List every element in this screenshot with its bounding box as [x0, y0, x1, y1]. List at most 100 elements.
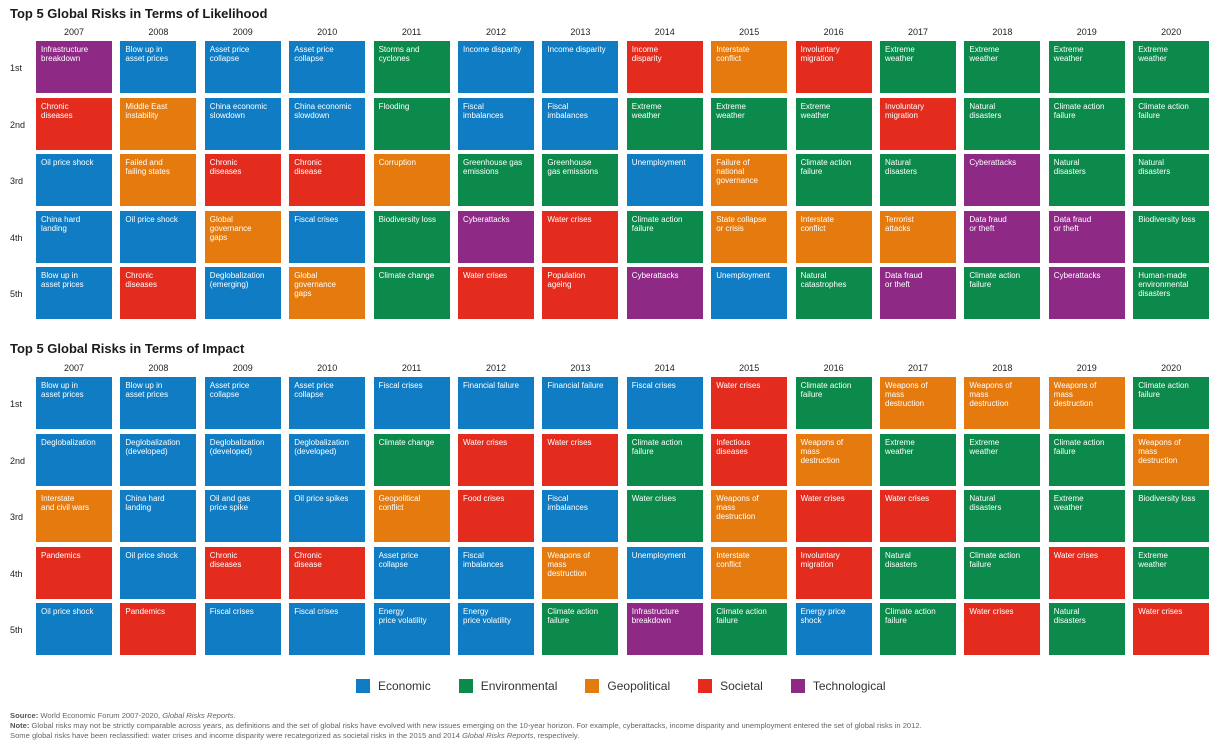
- risk-cell: Chronic diseases: [36, 97, 112, 150]
- risk-cell: Fiscal crises: [204, 603, 281, 655]
- risk-cell: China economic slowdown: [289, 97, 366, 150]
- risk-cell: Blow up in asset prices: [120, 377, 197, 429]
- risk-cell: Extreme weather: [1133, 546, 1210, 599]
- legend-item: Economic: [356, 679, 431, 693]
- risk-cell: Geopolitical conflict: [373, 490, 450, 542]
- risk-cell: Infrastructure breakdown: [626, 603, 703, 655]
- risk-cell: Unemployment: [626, 154, 703, 206]
- risk-cell: Water crises: [711, 377, 788, 429]
- legend: Economic Environmental Geopolitical Societa…: [356, 679, 914, 693]
- year-label: 2011: [401, 27, 422, 37]
- risk-cell: Extreme weather: [964, 41, 1041, 93]
- year-label: 2007: [63, 27, 85, 37]
- year-label: 2009: [232, 27, 253, 37]
- rank-label: 1st: [10, 399, 23, 409]
- risk-cell: Fiscal crises: [289, 210, 366, 263]
- year-label: 2020: [1161, 27, 1182, 37]
- source-line: Source: World Economic Forum 2007-2020, …: [10, 711, 236, 720]
- risk-cell: Pandemics: [120, 603, 197, 655]
- year-label: 2008: [148, 27, 169, 37]
- risk-cell: Climate action failure: [1133, 377, 1210, 429]
- line3-text: Some global risks have been reclassified…: [10, 731, 463, 740]
- year-label: 2018: [992, 27, 1013, 37]
- risk-cell: Failed and failing states: [120, 154, 197, 206]
- risk-cell: Water crises: [880, 490, 956, 542]
- note-line: Note: Global risks may not be strictly c…: [10, 721, 922, 730]
- risk-cell: Water crises: [458, 267, 534, 319]
- year-label: 2017: [907, 363, 929, 373]
- risk-cell: Chronic diseases: [204, 154, 281, 206]
- risk-cell: Energy price volatility: [458, 603, 534, 655]
- line3-italic: Global Risks Reports: [462, 731, 534, 740]
- risk-cell: Extreme weather: [1048, 41, 1125, 93]
- risk-cell: Climate action failure: [1048, 97, 1125, 150]
- legend-item: Technological: [790, 679, 886, 693]
- risk-cell: Cyberattacks: [458, 210, 534, 263]
- risk-cell: State collapse or crisis: [711, 210, 788, 263]
- year-label: 2019: [1076, 27, 1097, 37]
- risk-cell: Data fraud or theft: [964, 210, 1041, 263]
- year-label: 2007: [63, 363, 85, 373]
- legend-label: Economic: [378, 679, 431, 693]
- risk-cell: Weapons of mass destruction: [964, 377, 1041, 429]
- risk-cell: Natural disasters: [1048, 603, 1125, 655]
- note-text: Global risks may not be strictly compara…: [29, 721, 922, 730]
- risk-cell: Biodiversity loss: [1133, 210, 1210, 263]
- risk-cell: Unemployment: [626, 546, 703, 599]
- year-label: 2014: [654, 27, 675, 37]
- risk-cell: Climate action failure: [626, 433, 703, 486]
- risk-cell: China hard landing: [120, 490, 197, 542]
- rank-label: 2nd: [10, 119, 26, 130]
- risk-cell: Chronic diseases: [120, 267, 197, 319]
- source-end: .: [233, 711, 236, 720]
- risk-cell: Energy price shock: [795, 603, 872, 655]
- legend-item: Societal: [698, 679, 763, 693]
- risk-cell: Climate action failure: [964, 267, 1041, 319]
- risk-cell: Natural disasters: [880, 154, 956, 206]
- risk-cell: Pandemics: [36, 546, 112, 599]
- risk-cell: Natural catastrophes: [795, 267, 872, 319]
- risk-cell: Food crises: [458, 490, 534, 542]
- year-label: 2016: [823, 27, 844, 37]
- risk-cell: Data fraud or theft: [1048, 210, 1125, 263]
- risk-cell: Fiscal imbalances: [458, 97, 534, 150]
- risk-cell: Deglobalization (developed): [120, 433, 197, 486]
- rank-label: 3rd: [10, 176, 24, 186]
- risk-cell: Fiscal crises: [373, 377, 450, 429]
- risk-cell: Asset price collapse: [289, 377, 366, 429]
- risk-cell: Flooding: [373, 97, 450, 150]
- risk-cell: Blow up in asset prices: [120, 41, 197, 93]
- legend-swatch: [356, 679, 370, 693]
- risk-cell: Natural disasters: [1133, 154, 1210, 206]
- risk-cell: Corruption: [373, 154, 450, 206]
- risk-cell: Greenhouse gas emissions: [458, 154, 534, 206]
- year-label: 2009: [232, 363, 253, 373]
- risk-cell: Climate action failure: [795, 154, 872, 206]
- legend-swatch: [458, 679, 473, 693]
- risk-cell: Climate change: [373, 433, 450, 486]
- legend-item: Environmental: [458, 679, 557, 693]
- section-title: Top 5 Global Risks in Terms of Likelihoo…: [10, 6, 268, 21]
- risk-cell: Involuntary migration: [880, 97, 956, 150]
- legend-swatch: [698, 679, 713, 693]
- year-label: 2010: [317, 363, 338, 373]
- risk-cell: Natural disasters: [1048, 154, 1125, 206]
- risk-cell: Weapons of mass destruction: [1048, 377, 1125, 429]
- risk-cell: Interstate and civil wars: [36, 490, 112, 542]
- year-label: 2018: [992, 363, 1013, 373]
- risk-cell: Weapons of mass destruction: [880, 377, 956, 429]
- risk-cell: Deglobalization (emerging): [204, 267, 281, 319]
- risk-cell: Biodiversity loss: [1133, 490, 1210, 542]
- year-label: 2016: [823, 363, 844, 373]
- risk-cell: Extreme weather: [1133, 41, 1210, 93]
- risk-cell: Middle East instability: [120, 97, 197, 150]
- risk-cell: Cyberattacks: [626, 267, 703, 319]
- risk-cell: Chronic disease: [289, 546, 366, 599]
- note-line-2: Some global risks have been reclassified…: [10, 731, 579, 740]
- year-label: 2012: [485, 27, 507, 37]
- rank-label: 5th: [10, 289, 23, 299]
- legend-label: Geopolitical: [607, 679, 671, 693]
- year-label: 2013: [570, 363, 591, 373]
- risk-cell: Fiscal crises: [289, 603, 366, 655]
- source-italic: Global Risks Reports: [162, 711, 234, 720]
